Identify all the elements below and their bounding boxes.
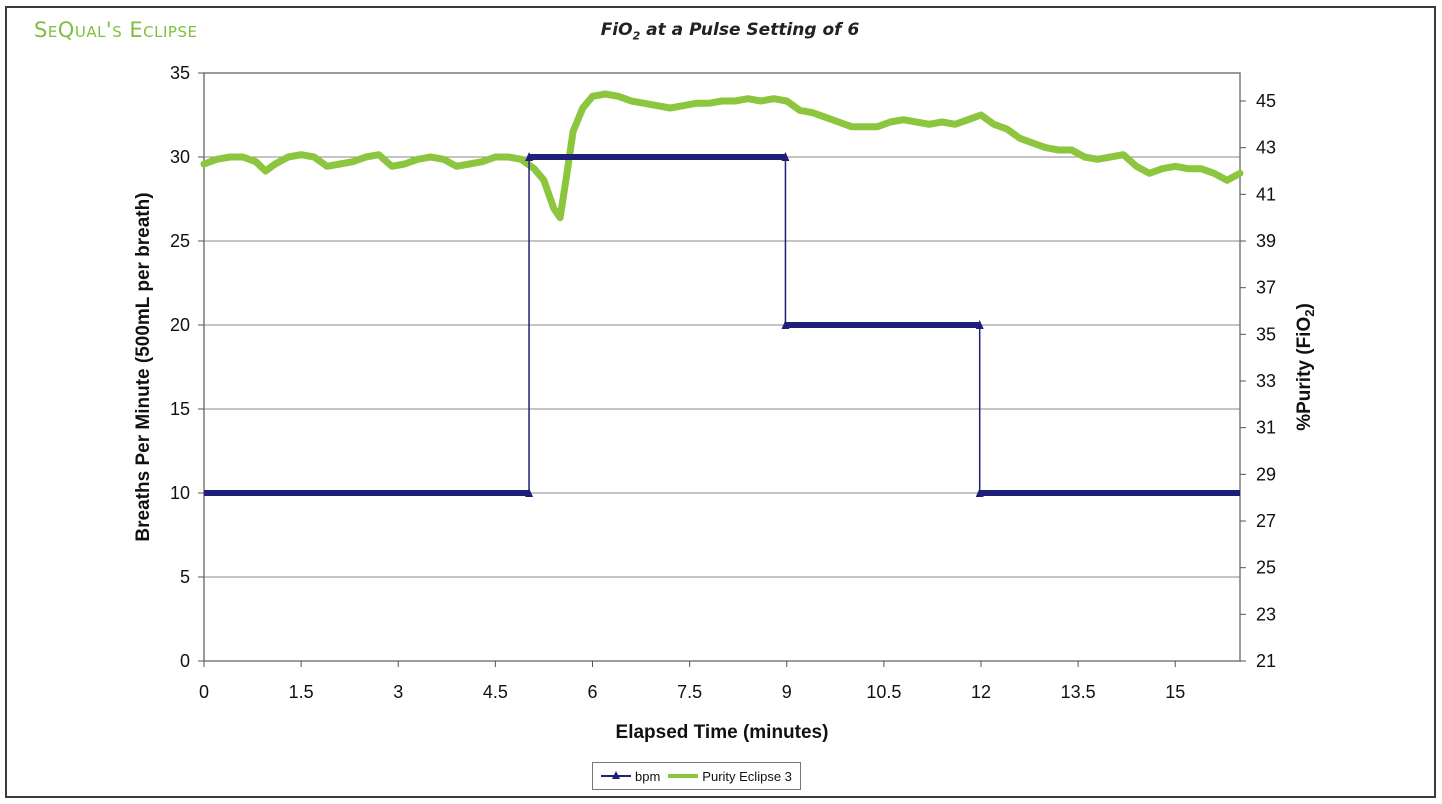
- y-right-tick-label: 39: [1256, 231, 1276, 251]
- x-tick-label: 12: [971, 682, 991, 702]
- y-right-tick-label: 35: [1256, 324, 1276, 344]
- legend-label-purity: Purity Eclipse 3: [702, 768, 792, 784]
- y-right-tick-label: 41: [1256, 184, 1276, 204]
- x-tick-label: 0: [199, 682, 209, 702]
- y-right-tick-label: 33: [1256, 371, 1276, 391]
- chart-legend: bpm Purity Eclipse 3: [592, 762, 801, 790]
- chart-title: FiO2 at a Pulse Setting of 6: [600, 20, 860, 43]
- x-tick-label: 9: [782, 682, 792, 702]
- y-left-tick-label: 0: [180, 651, 190, 671]
- brand-logo-text: SeQual's Eclipse: [34, 18, 198, 42]
- y-left-tick-label: 10: [170, 483, 190, 503]
- plot-area-border: [203, 72, 1241, 662]
- y-left-tick-label: 5: [180, 567, 190, 587]
- y-right-tick-label: 45: [1256, 91, 1276, 111]
- y-right-tick-label: 29: [1256, 464, 1276, 484]
- y-left-tick-label: 15: [170, 399, 190, 419]
- legend-item-bpm: bpm: [601, 769, 660, 784]
- chart-frame: [5, 6, 1436, 798]
- y-right-tick-label: 37: [1256, 278, 1276, 298]
- series-bpm-marker: [975, 488, 984, 497]
- legend-swatch-purity: [668, 770, 699, 782]
- series-bpm-marker: [975, 320, 984, 329]
- axis-ticks: [198, 72, 1246, 667]
- y-right-tick-label: 31: [1256, 418, 1276, 438]
- x-tick-label: 13.5: [1061, 682, 1096, 702]
- y-right-tick-label: 23: [1256, 604, 1276, 624]
- x-axis-title: Elapsed Time (minutes): [616, 722, 829, 743]
- series-bpm-marker: [525, 488, 534, 497]
- x-tick-label: 3: [393, 682, 403, 702]
- y-left-tick-label: 20: [170, 315, 190, 335]
- y-left-tick-label: 25: [170, 231, 190, 251]
- legend-swatch-bpm: [601, 770, 631, 782]
- y-right-tick-label: 43: [1256, 138, 1276, 158]
- series-purity-eclipse-3-line: [200, 90, 1244, 222]
- gridlines: [204, 72, 1240, 578]
- y-left-tick-label: 35: [170, 63, 190, 83]
- y-right-tick-label: 25: [1256, 558, 1276, 578]
- series-bpm-marker: [781, 152, 790, 161]
- x-tick-label: 10.5: [866, 682, 901, 702]
- x-tick-label: 4.5: [483, 682, 508, 702]
- series-bpm-marker: [525, 152, 534, 161]
- y-right-axis-title: %Purity (FiO2): [1294, 303, 1317, 431]
- x-tick-label: 1.5: [289, 682, 314, 702]
- x-tick-label: 7.5: [677, 682, 702, 702]
- series-bpm-marker: [781, 320, 790, 329]
- y-left-tick-label: 30: [170, 147, 190, 167]
- y-left-axis-title: Breaths Per Minute (500mL per breath): [133, 192, 154, 541]
- x-tick-label: 15: [1165, 682, 1185, 702]
- series-lines: [200, 90, 1244, 497]
- legend-label-bpm: bpm: [635, 768, 661, 784]
- legend-item-purity: Purity Eclipse 3: [668, 769, 792, 784]
- tick-labels: 0510152025303521232527293133353739414345…: [170, 63, 1276, 702]
- x-tick-label: 6: [587, 682, 597, 702]
- y-right-tick-label: 21: [1256, 651, 1276, 671]
- y-right-tick-label: 27: [1256, 511, 1276, 531]
